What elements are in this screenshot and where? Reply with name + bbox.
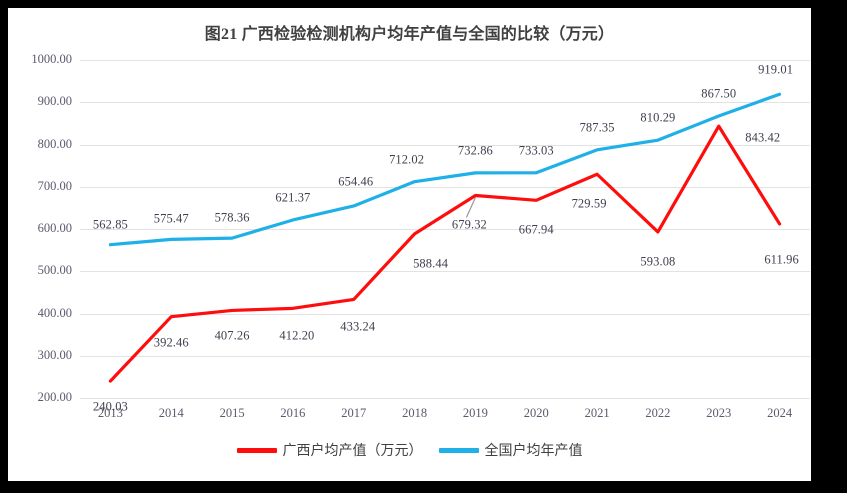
gridline [80,186,810,188]
data-point-label: 787.35 [579,120,615,135]
x-axis-tick-label: 2018 [402,406,428,420]
legend-color-swatch [438,447,479,453]
data-point-label: 729.59 [571,196,607,211]
data-point-label: 412.20 [279,328,315,343]
x-axis-tick-label: 2023 [706,406,732,420]
legend-item[interactable]: 广西户均产值（万元） [236,440,423,460]
y-axis-tick-label: 300.00 [37,347,72,362]
gridline [80,102,810,104]
gridline [80,313,810,315]
data-point-label: 679.32 [451,217,487,232]
data-point-label: 843.42 [745,130,781,145]
label-leader-line [465,197,476,218]
data-point-label: 562.85 [92,217,128,232]
data-point-label: 392.46 [153,335,189,350]
gridline [80,271,810,273]
data-point-label: 240.03 [92,399,128,414]
data-point-label: 667.94 [518,222,554,237]
gridline [80,229,810,230]
plot-area: 200.00 300.00 400.00 500.00 600.00 700.00 800.… [31,52,810,420]
legend-item[interactable]: 全国户均年产值 [438,440,583,460]
data-point-label: 810.29 [640,110,676,125]
y-axis-tick-label: 400.00 [37,305,72,320]
data-point-label: 578.36 [214,210,250,225]
data-point-label: 733.03 [518,143,554,158]
series-line [108,92,782,247]
data-point-label: 654.46 [338,174,374,189]
x-axis-tick-label: 2016 [280,406,306,420]
series-line [108,124,782,383]
data-point-label: 593.08 [640,254,676,269]
x-axis-tick-label: 2024 [767,406,793,420]
data-point-label: 588.44 [413,256,449,271]
data-point-label: 433.24 [340,319,376,334]
data-point-label: 919.01 [758,62,794,77]
x-axis-tick-label: 2013 [97,406,123,420]
data-point-label: 732.86 [457,143,493,158]
data-point-label: 407.26 [214,328,250,343]
x-axis-tick-label: 2019 [462,406,488,420]
data-point-label: 621.37 [275,190,311,205]
x-axis-tick-label: 2014 [158,406,184,420]
data-point-label: 712.02 [389,152,425,167]
data-point-label: 575.47 [153,211,189,226]
data-point-label: 867.50 [701,86,737,101]
x-axis-tick-label: 2022 [645,406,671,420]
x-axis-tick-label: 2021 [584,406,610,420]
y-axis-tick-label: 600.00 [37,221,72,235]
legend-item-label: 广西户均产值（万元） [282,442,423,458]
gridline [80,144,810,146]
data-point-label: 611.96 [764,252,799,267]
y-axis-tick-label: 900.00 [37,94,72,109]
chart-legend: 广西户均产值（万元） 全国户均年产值 [8,440,811,460]
legend-item-label: 全国户均年产值 [484,442,583,458]
series-lines [108,92,782,383]
y-axis-tick-label: 700.00 [37,178,72,193]
x-axis-tick-label: 2020 [523,406,549,420]
x-axis-tick-label: 2015 [219,406,245,420]
y-axis-tick-label: 200.00 [37,390,72,404]
chart-title: 图21 广西检验检测机构户均年产值与全国的比较（万元） [204,26,615,43]
gridline [80,398,810,399]
legend-color-swatch [236,447,277,453]
gridline [80,355,810,357]
y-axis-tick-label: 1000.00 [31,52,72,66]
y-axis-tick-label: 800.00 [37,136,72,151]
x-axis-tick-label: 2017 [341,406,367,420]
chart-frame: 图21 广西检验检测机构户均年产值与全国的比较（万元） 200.00 300.00… [8,8,811,481]
gridline [80,60,810,61]
y-axis-tick-label: 500.00 [37,263,72,278]
